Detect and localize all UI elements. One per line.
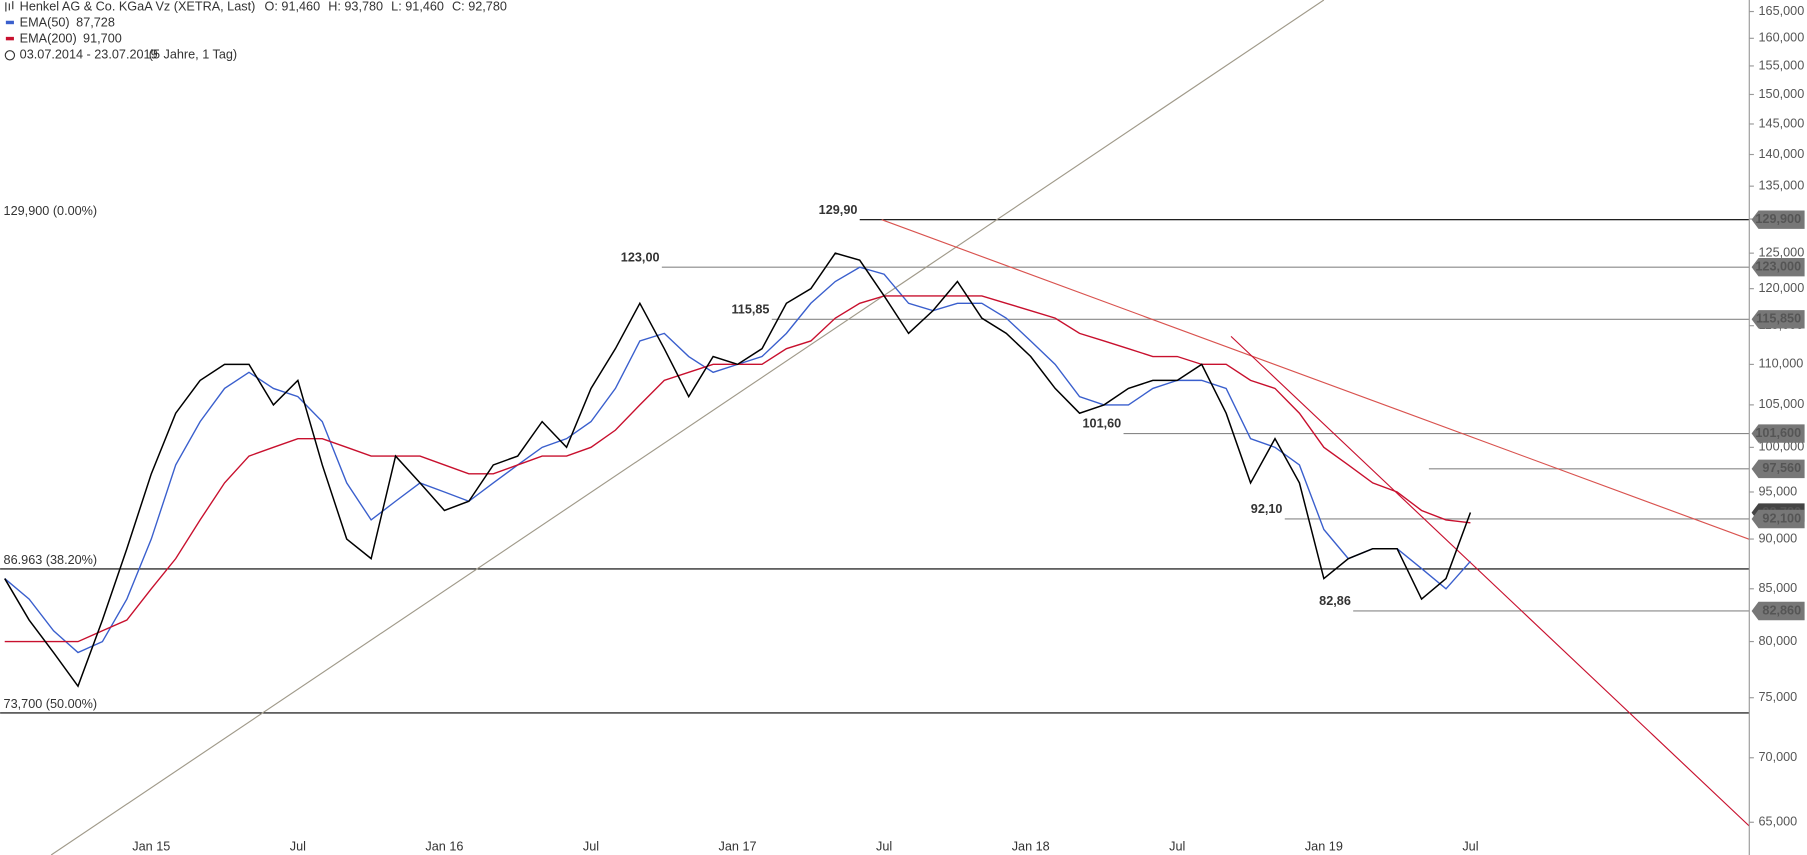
trendline	[881, 219, 1750, 540]
y-tick-label: 150,000	[1759, 87, 1805, 101]
y-tick-label: 105,000	[1759, 397, 1805, 411]
x-tick-label: Jul	[583, 839, 599, 853]
header: Henkel AG & Co. KGaA Vz (XETRA, Last) EM…	[4, 0, 507, 62]
axis-level-box	[1751, 210, 1805, 229]
chart-icon	[5, 1, 14, 12]
price-line	[4, 252, 1472, 688]
legend-entry: EMA(50)	[20, 15, 70, 29]
ohlc-value: L: 91,460	[391, 0, 444, 13]
y-tick-label: 75,000	[1759, 690, 1798, 704]
level-label: 73,700 (50.00%)	[4, 697, 98, 711]
y-tick-label: 135,000	[1759, 179, 1805, 193]
period: 03.07.2014 - 23.07.2019	[20, 48, 158, 62]
y-tick-label: 70,000	[1759, 750, 1798, 764]
level-layer: 129,900 (0.00%) 129,90 86.963 (38.20%) 73,7…	[0, 203, 1750, 714]
y-tick-label: 125,000	[1759, 245, 1805, 259]
ema-line	[4, 295, 1471, 643]
axis-level-label: 82,860	[1762, 603, 1801, 617]
axis-level-box	[1751, 424, 1805, 443]
axis-level-box	[1751, 257, 1805, 277]
legend-value: 87,728	[76, 15, 115, 29]
legend-entry: EMA(200)	[20, 32, 77, 46]
x-tick-label: Jul	[1169, 839, 1185, 853]
chart-title: Henkel AG & Co. KGaA Vz (XETRA, Last)	[20, 0, 256, 13]
y-tick-label: 80,000	[1759, 634, 1798, 648]
plot-area: Jan 15 Jul Jan 16 Jul Jan 17 Jul Jan 18 Jul Jan …	[4, 0, 1750, 855]
axis-level-box	[1751, 459, 1805, 479]
x-tick-label: Jan 18	[1012, 839, 1050, 853]
legend-value: 91,700	[83, 32, 122, 46]
x-tick-label: Jan 16	[425, 839, 463, 853]
trendline	[50, 0, 1325, 855]
axis-level-box	[1751, 601, 1805, 621]
axis-level-label: 92,100	[1762, 511, 1801, 525]
x-tick-label: Jul	[1462, 839, 1478, 853]
period-note: (5 Jahre, 1 Tag)	[149, 48, 237, 62]
level-label: 86.963 (38.20%)	[4, 553, 98, 567]
legend-swatch	[5, 36, 14, 41]
axis-level-box	[1751, 509, 1805, 529]
axis-level-label: 123,000	[1755, 260, 1801, 274]
y-tick-label: 155,000	[1759, 58, 1805, 72]
y-tick-label: 120,000	[1759, 281, 1805, 295]
level-tag: 129,90	[819, 203, 858, 217]
y-tick-label: 65,000	[1759, 815, 1798, 829]
x-tick-label: Jan 19	[1305, 839, 1343, 853]
axis-level-label: 97,560	[1762, 461, 1801, 475]
level-tag: 92,10	[1251, 502, 1283, 516]
level-label: 129,900 (0.00%)	[4, 204, 98, 218]
level-tag: 101,60	[1083, 417, 1122, 431]
ohlc-value: C: 92,780	[452, 0, 507, 13]
axis-level-label: 115,850	[1756, 312, 1801, 326]
x-tick-label: Jul	[290, 839, 306, 853]
y-tick-label: 85,000	[1759, 581, 1798, 595]
y-tick-label: 100,000	[1759, 440, 1805, 454]
y-tick-label: 90,000	[1759, 531, 1798, 545]
y-tick-label: 160,000	[1759, 31, 1805, 45]
level-tag: 82,86	[1319, 594, 1351, 608]
y-tick-label: 140,000	[1759, 147, 1805, 161]
x-tick-label: Jan 15	[132, 839, 170, 853]
axis-level-label: 101,600	[1755, 426, 1801, 440]
axis-level-box	[1751, 310, 1805, 329]
trendline	[1230, 335, 1750, 827]
ohlc-value: H: 93,780	[328, 0, 383, 13]
level-tag: 115,85	[731, 302, 769, 316]
clock-icon	[4, 50, 16, 61]
y-tick-label: 145,000	[1759, 116, 1805, 130]
ohlc-value: O: 91,460	[265, 0, 321, 13]
y-axis: 92,78065,00070,00075,00080,00085,00090,0…	[1748, 0, 1805, 855]
legend-swatch	[5, 20, 14, 25]
y-tick-label: 95,000	[1759, 484, 1798, 498]
level-tag: 123,00	[621, 250, 660, 264]
y-tick-label: 110,000	[1759, 357, 1804, 371]
axis-level-label: 129,900	[1755, 212, 1801, 226]
ema-line	[4, 266, 1471, 654]
x-tick-label: Jul	[876, 839, 892, 853]
y-tick-label: 165,000	[1759, 4, 1805, 18]
x-tick-label: Jan 17	[719, 839, 757, 853]
